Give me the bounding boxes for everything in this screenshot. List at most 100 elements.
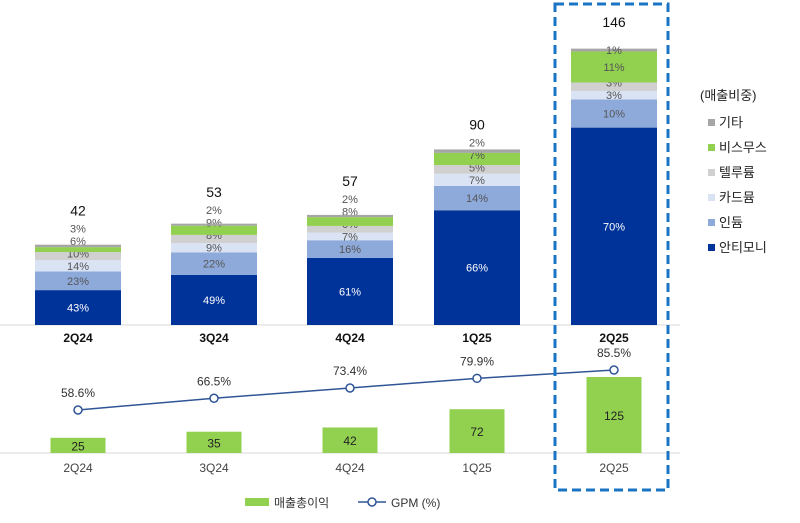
segment-label: 2%	[342, 194, 358, 206]
legend-label: 매출총이익	[274, 496, 329, 510]
gpm-label: 85.5%	[597, 346, 631, 360]
total-label: 42	[70, 202, 86, 218]
bar-segment	[171, 252, 257, 275]
segment-label: 22%	[203, 259, 225, 271]
gpm-label: 66.5%	[197, 374, 231, 388]
bar-segment	[434, 165, 520, 174]
category-label: 2Q24	[63, 461, 93, 475]
bar-segment	[307, 214, 393, 218]
bar-segment	[307, 257, 393, 325]
legend-swatch	[708, 169, 715, 176]
category-label: 3Q24	[199, 461, 229, 475]
bar-segment	[571, 99, 657, 128]
segment-label: 2%	[206, 205, 222, 217]
bar-segment	[571, 51, 657, 83]
bar-segment	[434, 149, 520, 153]
segment-label: 61%	[339, 286, 361, 298]
legend-marker-gpm	[367, 497, 377, 507]
gpm-line: 58.6% 66.5% 73.4% 79.9% 85.5%	[61, 346, 631, 415]
bar-segment	[307, 225, 393, 233]
segment-label: 7%	[342, 231, 358, 243]
legend-label: 안티모니	[719, 240, 767, 255]
gpm-point	[609, 365, 619, 375]
bar-segment	[171, 243, 257, 253]
bar-segment	[171, 274, 257, 325]
legend-label: 텔루륨	[719, 165, 755, 180]
segment-label: 11%	[603, 62, 624, 74]
bar-segment	[434, 173, 520, 186]
category-label: 1Q25	[462, 331, 492, 345]
segment-label: 14%	[67, 261, 89, 273]
legend-swatch	[708, 219, 715, 226]
bar-segment	[35, 247, 121, 252]
bar-segment	[35, 244, 121, 248]
bar-segment	[307, 217, 393, 226]
category-label: 4Q24	[335, 331, 365, 345]
gpm-point	[73, 405, 83, 415]
bar-segment	[434, 210, 520, 325]
bar-segment	[571, 127, 657, 325]
segment-label: 14%	[466, 193, 488, 205]
gpm-label: 58.6%	[61, 386, 95, 400]
bar-segment	[35, 251, 121, 261]
gross-profit-bar	[50, 437, 106, 453]
total-label: 90	[469, 116, 485, 132]
bar-segment	[171, 225, 257, 235]
category-label: 3Q24	[199, 331, 229, 345]
gross-profit-bars: 25 2Q24 35 3Q24 42 4Q24 72 1Q25 125 2Q25	[50, 377, 642, 475]
legend-label: 카드뮴	[719, 190, 755, 205]
legend-swatch	[708, 119, 715, 126]
legend-label: 기타	[719, 115, 743, 130]
category-label: 2Q25	[599, 461, 629, 475]
legend-swatch	[708, 144, 715, 151]
gpm-point	[209, 393, 219, 404]
gross-profit-label: 42	[343, 434, 357, 448]
segment-label: 3%	[70, 223, 86, 235]
category-label: 2Q25	[599, 331, 629, 345]
segment-label: 7%	[469, 175, 485, 187]
bar-segment	[307, 232, 393, 241]
gpm-point	[472, 373, 482, 384]
gross-profit-bar	[449, 409, 505, 453]
bar-segment	[307, 240, 393, 258]
legend-title: (매출비중)	[700, 88, 757, 103]
segment-label: 49%	[203, 295, 225, 307]
segment-label: 2%	[469, 137, 485, 149]
legend-swatch-gross-profit	[245, 498, 269, 506]
gross-profit-label: 25	[71, 439, 85, 453]
bar-segment	[571, 82, 657, 91]
gross-profit-bar	[322, 427, 378, 453]
legend-label: 비스무스	[719, 140, 767, 155]
bar-segment	[571, 48, 657, 52]
gpm-point	[345, 383, 355, 393]
legend-bottom: 매출총이익 GPM (%)	[245, 496, 440, 510]
segment-label: 10%	[603, 109, 625, 121]
segment-label: 16%	[339, 244, 361, 256]
total-label: 146	[602, 14, 626, 30]
gpm-label: 73.4%	[333, 364, 367, 378]
legend-swatch	[708, 244, 715, 251]
segment-label: 9%	[206, 243, 222, 255]
bar-segment	[35, 271, 121, 291]
gpm-label: 79.9%	[460, 354, 494, 368]
bar-segment	[35, 290, 121, 325]
highlight-box	[553, 2, 670, 492]
segment-label: 70%	[603, 221, 625, 233]
bar-segment	[434, 152, 520, 166]
legend-swatch	[708, 194, 715, 201]
gross-profit-bar	[586, 377, 642, 453]
segment-label: 5%	[469, 162, 485, 174]
bar-segment	[171, 234, 257, 244]
bar-segment	[171, 223, 257, 226]
legend-label: 인듐	[719, 215, 743, 230]
bar-segment	[434, 185, 520, 211]
category-label: 2Q24	[63, 331, 93, 345]
category-label: 1Q25	[462, 461, 492, 475]
category-label: 4Q24	[335, 461, 365, 475]
gross-profit-label: 35	[207, 436, 221, 450]
segment-label: 1%	[606, 45, 622, 57]
segment-label: 23%	[67, 276, 89, 288]
legend-label: GPM (%)	[391, 496, 440, 510]
